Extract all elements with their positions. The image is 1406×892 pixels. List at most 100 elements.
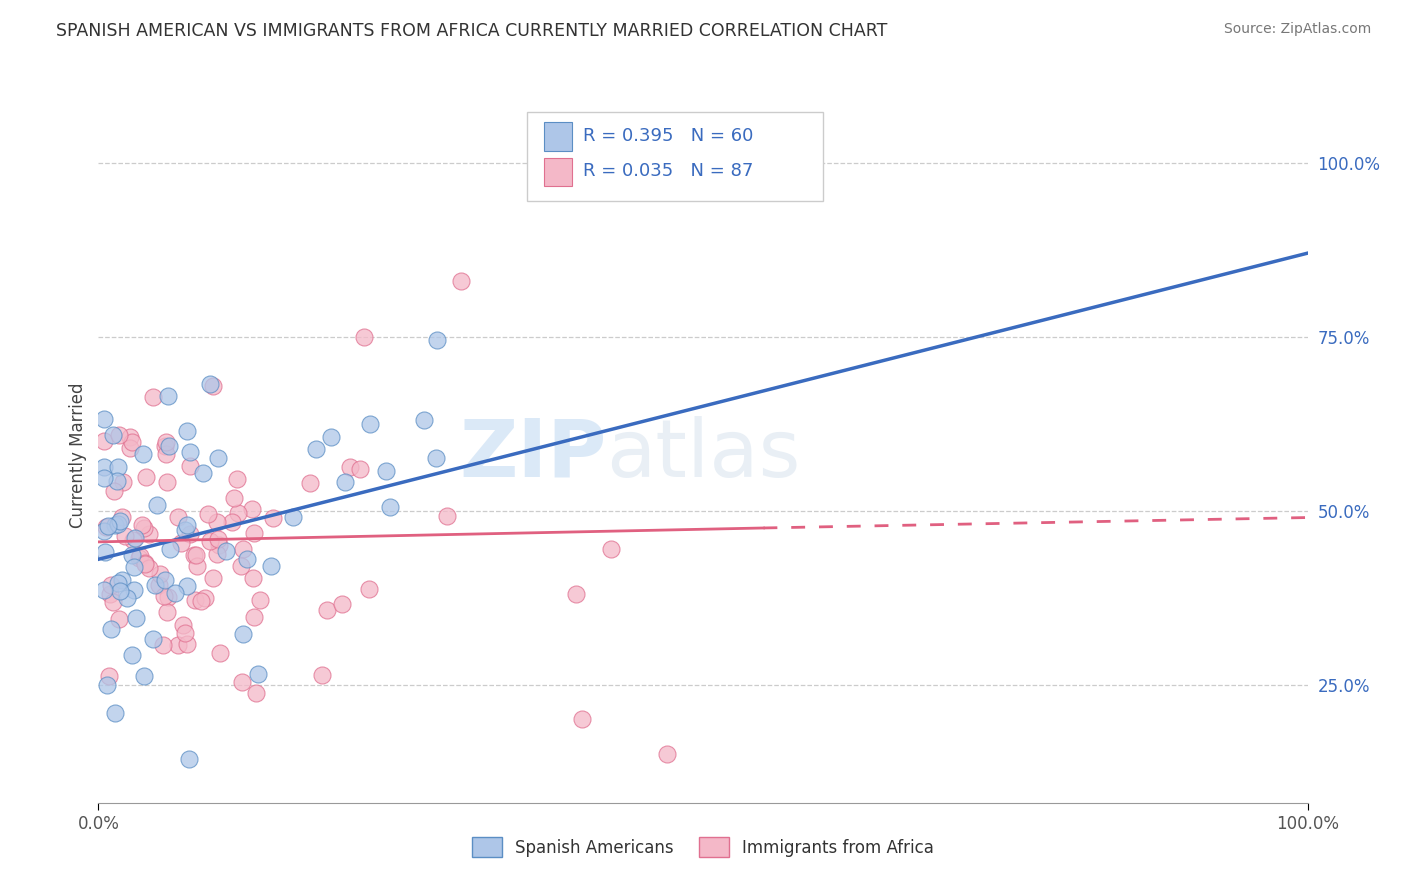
Point [311,668,333,682]
Point [93,583,115,598]
Point [132,520,155,534]
Point [138,527,160,541]
Point [135,470,157,484]
Point [202,378,225,392]
Point [108,584,131,599]
Point [221,516,243,530]
Point [281,509,304,524]
Point [104,706,127,720]
Point [124,532,146,546]
Point [125,611,148,625]
Point [205,515,228,529]
Point [184,593,207,607]
Point [236,551,259,566]
Point [107,459,129,474]
Point [359,417,381,431]
Point [316,603,339,617]
Point [111,510,134,524]
Point [232,542,254,557]
Point [131,518,153,533]
Point [243,526,266,541]
Point [121,648,143,663]
Point [353,329,375,343]
Point [226,506,249,520]
Point [122,533,145,547]
Point [179,459,201,474]
Point [159,542,181,557]
Text: R = 0.035   N = 87: R = 0.035 N = 87 [583,162,754,180]
Point [231,674,253,689]
Point [375,464,398,478]
Point [93,524,115,538]
Point [110,573,132,587]
Point [155,435,177,450]
Point [93,470,115,484]
Point [142,391,165,405]
Point [198,534,221,549]
Point [107,576,129,591]
Point [105,474,128,488]
Point [245,686,267,700]
Point [201,571,224,585]
Point [97,519,120,533]
Point [104,517,127,532]
Point [242,571,264,585]
Point [170,536,193,550]
Point [131,447,153,461]
Point [107,428,129,442]
Point [249,593,271,607]
Point [177,752,200,766]
Point [93,412,115,426]
Point [152,638,174,652]
Text: R = 0.395   N = 60: R = 0.395 N = 60 [583,127,754,145]
Point [143,578,166,592]
Point [128,551,150,566]
Point [121,435,143,450]
Point [101,427,124,442]
Point [148,578,170,592]
Point [186,549,208,563]
Text: atlas: atlas [606,416,800,494]
Point [93,460,115,475]
Point [111,475,134,490]
Point [330,597,353,611]
Point [655,747,678,761]
Point [153,439,176,453]
Point [425,451,447,466]
Point [100,578,122,592]
Point [134,557,156,571]
Point [132,668,155,682]
Point [138,561,160,575]
Point [193,466,215,480]
Point [176,637,198,651]
Point [205,548,228,562]
Point [260,559,283,574]
Y-axis label: Currently Married: Currently Married [69,382,87,528]
Point [599,541,621,556]
Point [121,548,143,562]
Point [118,430,141,444]
Point [159,439,181,453]
Point [179,527,201,541]
Point [339,460,361,475]
Point [155,446,177,460]
Point [172,617,194,632]
Point [198,376,221,391]
Point [108,612,131,626]
Point [179,444,201,458]
Point [149,566,172,581]
Point [152,589,174,603]
Point [190,594,212,608]
Point [565,587,588,601]
Point [183,548,205,562]
Point [174,523,197,537]
Point [157,590,180,604]
Point [153,573,176,587]
Point [262,510,284,524]
Point [349,462,371,476]
Point [450,274,472,288]
Point [117,591,139,605]
Point [146,499,169,513]
Point [243,610,266,624]
Point [229,558,252,573]
